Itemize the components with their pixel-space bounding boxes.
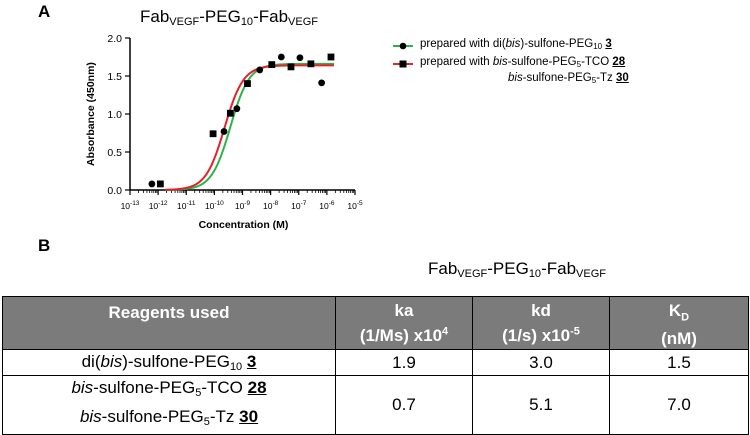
cell-ka: 0.7 [335, 375, 473, 435]
kinetics-table: Reagents used ka (1/Ms) x104 kd (1/s) x10-… [2, 295, 749, 435]
cell-KD: 7.0 [609, 375, 749, 435]
chart-title: FabVEGF-PEG10-FabVEGF [140, 7, 318, 28]
y-tick-label: 0.5 [107, 147, 122, 159]
table-title: FabVEGF-PEG10-FabVEGF [428, 259, 606, 280]
cell-KD: 1.5 [609, 349, 749, 377]
data-point-square [226, 109, 234, 117]
x-tick-label: 10-8 [263, 200, 279, 211]
x-tick-label: 10-10 [205, 200, 224, 211]
data-point-square [287, 63, 295, 71]
y-tick-label: 2.0 [107, 33, 122, 45]
binding-curve-chart: 0.0 0.5 1.0 1.5 2.0 10-13 10-12 10-11 10-10 10-9 1… [85, 33, 363, 231]
cell-ka: 1.9 [335, 349, 473, 377]
y-tick-label: 0.0 [107, 185, 122, 197]
y-axis-label: Absorbance (450nm) [85, 62, 97, 166]
data-point-circle [220, 128, 228, 135]
data-point-square [156, 180, 164, 188]
legend-green-marker [393, 42, 413, 50]
data-point-circle [148, 180, 156, 188]
fit-curve-red [165, 64, 335, 191]
panel-a-label: A [38, 2, 51, 21]
data-point-square [268, 61, 276, 68]
table-row: bis-sulfone-PEG5-TCO 28 bis-sulfone-PEG5… [2, 375, 749, 435]
table-row: di(bis)-sulfone-PEG10 3 1.9 3.0 1.5 [2, 349, 749, 377]
x-tick-label: 10-5 [347, 200, 363, 211]
data-point-circle [233, 105, 241, 113]
cell-kd: 5.1 [472, 375, 610, 435]
data-point-circle [277, 53, 285, 61]
x-axis-label: Concentration (M) [199, 219, 289, 231]
x-tick-label: 10-7 [291, 200, 307, 211]
cell-kd: 3.0 [472, 349, 610, 377]
x-tick-label: 10-6 [319, 200, 335, 211]
header-reagents: Reagents used [2, 295, 336, 351]
table-header-row: Reagents used ka (1/Ms) x104 kd (1/s) x10-… [2, 295, 749, 351]
data-point-circle [256, 66, 264, 74]
header-kd: kd (1/s) x10-5 [472, 295, 610, 351]
x-tick-label: 10-13 [121, 200, 140, 211]
header-KD: KD (nM) [609, 295, 749, 351]
panel-b-label: B [38, 236, 51, 255]
y-tick-label: 1.0 [107, 109, 122, 121]
data-point-square [307, 60, 315, 68]
x-tick-label: 10-11 [177, 200, 196, 211]
cell-reagent: di(bis)-sulfone-PEG10 3 [2, 349, 336, 377]
legend-red-marker [393, 60, 413, 68]
data-point-square [244, 80, 251, 87]
data-point-circle [296, 54, 304, 62]
cell-reagent: bis-sulfone-PEG5-TCO 28 bis-sulfone-PEG5… [2, 375, 336, 435]
data-point-circle [318, 79, 326, 87]
y-tick-label: 1.5 [107, 71, 122, 83]
x-tick-label: 10-9 [235, 200, 251, 211]
header-ka: ka (1/Ms) x104 [335, 295, 473, 351]
data-point-square [209, 130, 217, 138]
fit-curve-green [165, 62, 335, 191]
data-point-square [327, 53, 335, 61]
x-tick-label: 10-12 [149, 200, 168, 211]
